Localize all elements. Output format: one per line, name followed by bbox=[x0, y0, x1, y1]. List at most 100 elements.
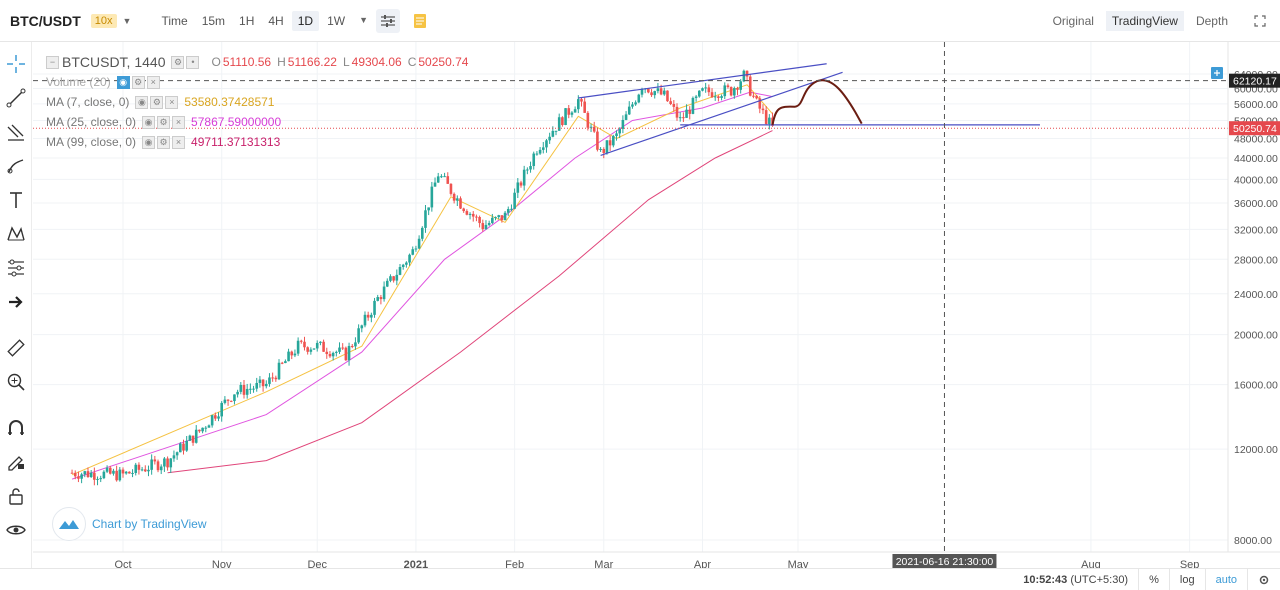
log-toggle[interactable]: log bbox=[1168, 568, 1205, 590]
candle-body bbox=[143, 469, 147, 472]
unlock-icon[interactable] bbox=[4, 484, 28, 508]
ma25-buttons: ◉ ⚙ × bbox=[142, 115, 186, 129]
candle-body bbox=[650, 92, 653, 96]
ma99-line bbox=[167, 130, 773, 474]
price-axis-label: 56000.00 bbox=[1234, 99, 1278, 111]
candle-body bbox=[354, 342, 357, 347]
trendline-tool-icon[interactable] bbox=[4, 86, 28, 110]
projection-curve[interactable] bbox=[771, 79, 863, 126]
view-original[interactable]: Original bbox=[1052, 14, 1094, 28]
settings-icon[interactable]: ⚙ bbox=[150, 95, 164, 109]
candle-body bbox=[89, 472, 93, 477]
price-chart[interactable]: 8000.00 12000.00 16000.00 20000.00 24000.00 2… bbox=[33, 42, 1280, 568]
chart-settings-gear-icon[interactable] bbox=[1247, 568, 1280, 590]
candle-body bbox=[720, 96, 723, 98]
arrow-icon[interactable] bbox=[4, 290, 28, 314]
candle-body bbox=[210, 415, 214, 426]
candle-body bbox=[112, 470, 115, 474]
candle-body bbox=[223, 399, 227, 403]
channel-lower-line[interactable] bbox=[600, 71, 843, 157]
price-axis-label: 40000.00 bbox=[1234, 174, 1278, 186]
legend-buttons: ⚙ • bbox=[171, 55, 200, 69]
close-icon[interactable]: × bbox=[146, 75, 160, 89]
candle-body bbox=[86, 471, 90, 477]
settings-icon[interactable]: ⚙ bbox=[157, 135, 171, 149]
eye-toggle-icon[interactable]: ◉ bbox=[135, 95, 149, 109]
candle-body bbox=[105, 467, 109, 472]
crosshair-time-text: 2021-06-16 21:30:00 bbox=[896, 556, 994, 568]
candle-body bbox=[475, 216, 478, 218]
close-icon[interactable]: × bbox=[172, 115, 186, 129]
prediction-tool-icon[interactable] bbox=[4, 256, 28, 280]
collapse-icon[interactable]: − bbox=[46, 55, 59, 69]
percent-toggle[interactable]: % bbox=[1138, 568, 1169, 590]
magnet-icon[interactable] bbox=[4, 416, 28, 440]
symbol-label[interactable]: BTC/USDT bbox=[10, 12, 81, 29]
eye-toggle-icon[interactable]: ◉ bbox=[116, 75, 130, 89]
text-tool-icon[interactable] bbox=[4, 188, 28, 212]
settings-icon[interactable]: ⚙ bbox=[171, 55, 185, 69]
interval-1d[interactable]: 1D bbox=[291, 10, 320, 31]
candle-body bbox=[405, 262, 408, 265]
scale-marker-icon[interactable] bbox=[1211, 67, 1223, 79]
candle-body bbox=[436, 176, 440, 183]
candle-body bbox=[456, 198, 459, 201]
interval-4h[interactable]: 4H bbox=[268, 13, 284, 28]
low-value: 49304.06 bbox=[351, 55, 402, 69]
interval-15m[interactable]: 15m bbox=[201, 13, 226, 28]
high-key: H bbox=[277, 55, 286, 69]
interval-time[interactable]: Time bbox=[161, 13, 188, 28]
view-tradingview[interactable]: TradingView bbox=[1105, 11, 1184, 31]
watermark-text: Chart by TradingView bbox=[92, 517, 207, 531]
ma99-value: 49711.37131313 bbox=[191, 135, 281, 149]
candle-body bbox=[328, 354, 332, 357]
notes-icon[interactable] bbox=[408, 9, 432, 33]
pattern-tool-icon[interactable] bbox=[4, 222, 28, 246]
candle-body bbox=[669, 101, 672, 105]
chevron-down-icon[interactable]: ▼ bbox=[122, 15, 132, 26]
crosshair-icon[interactable] bbox=[4, 52, 28, 76]
candle-body bbox=[335, 351, 338, 353]
candle-body bbox=[373, 300, 376, 315]
candle-body bbox=[462, 208, 465, 212]
candle-body bbox=[242, 384, 246, 395]
eye-toggle-icon[interactable]: ◉ bbox=[142, 135, 156, 149]
candle-body bbox=[459, 198, 462, 209]
tradingview-watermark[interactable]: Chart by TradingView bbox=[52, 507, 207, 541]
candle-body bbox=[659, 88, 663, 95]
settings-icon[interactable]: ⚙ bbox=[131, 75, 145, 89]
last-price-tag: 50250.74 bbox=[1229, 121, 1280, 136]
close-icon[interactable]: × bbox=[165, 95, 179, 109]
candle-body bbox=[707, 87, 711, 93]
candle-body bbox=[723, 85, 727, 97]
eye-toggle-icon[interactable]: ◉ bbox=[142, 115, 156, 129]
interval-1w[interactable]: 1W bbox=[327, 13, 346, 28]
auto-scale-toggle[interactable]: auto bbox=[1204, 568, 1247, 590]
interval-more-icon[interactable]: ▼ bbox=[359, 14, 368, 25]
candle-body bbox=[516, 182, 520, 193]
candle-body bbox=[758, 98, 762, 109]
candle-body bbox=[491, 217, 494, 224]
fullscreen-icon[interactable] bbox=[1248, 9, 1272, 33]
settings-icon[interactable]: ⚙ bbox=[157, 115, 171, 129]
dot-icon[interactable]: • bbox=[186, 55, 200, 69]
candle-body bbox=[561, 117, 564, 126]
close-icon[interactable]: × bbox=[172, 135, 186, 149]
zoom-in-icon[interactable] bbox=[4, 370, 28, 394]
candle-body bbox=[640, 89, 644, 95]
candle-body bbox=[344, 347, 348, 361]
candle-body bbox=[443, 176, 446, 178]
ruler-icon[interactable] bbox=[4, 336, 28, 360]
eye-icon[interactable] bbox=[4, 518, 28, 542]
lock-drawing-icon[interactable] bbox=[4, 450, 28, 474]
view-depth[interactable]: Depth bbox=[1195, 14, 1228, 28]
indicators-settings-icon[interactable] bbox=[375, 8, 400, 33]
interval-1h[interactable]: 1H bbox=[239, 13, 255, 28]
brush-tool-icon[interactable] bbox=[4, 154, 28, 178]
candle-body bbox=[685, 109, 688, 118]
chart-area[interactable]: 8000.00 12000.00 16000.00 20000.00 24000.00 2… bbox=[33, 42, 1280, 568]
clock-tz: (UTC+5:30) bbox=[1070, 573, 1129, 586]
candle-body bbox=[309, 349, 313, 352]
leverage-badge[interactable]: 10x bbox=[90, 13, 117, 28]
fib-tool-icon[interactable] bbox=[4, 120, 28, 144]
